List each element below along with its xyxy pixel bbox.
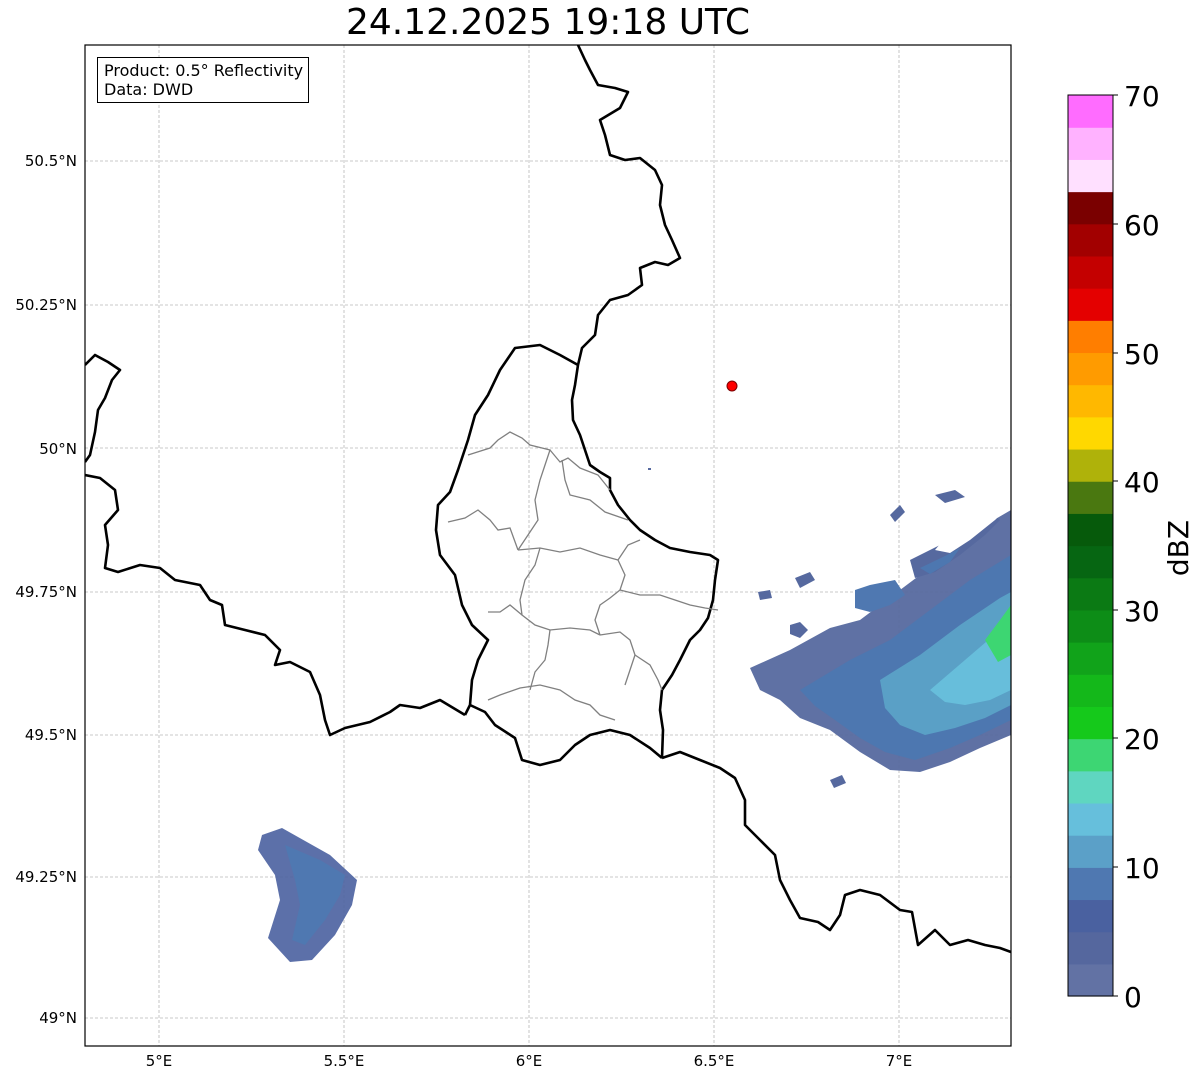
radar-site-marker[interactable] (726, 380, 738, 392)
colorbar-segment (1068, 448, 1113, 482)
lon-tick-label: 7°E (886, 1052, 913, 1070)
lat-tick-label: 49°N (39, 1009, 77, 1027)
colorbar-segment (1068, 384, 1113, 418)
colorbar-tick-label: 50 (1124, 338, 1160, 371)
colorbar-frame (1067, 94, 1114, 997)
colorbar-segment (1068, 513, 1113, 547)
product-label: Product: 0.5° Reflectivity (104, 61, 304, 80)
luxembourg-district-borders (447, 431, 719, 721)
lon-tick-label: 5.5°E (324, 1052, 365, 1070)
colorbar-segment (1068, 416, 1113, 450)
lon-tick-label: 6.5°E (694, 1052, 735, 1070)
lat-tick-label: 49.5°N (25, 726, 77, 744)
colorbar-segment (1068, 802, 1113, 836)
lon-tick-label: 5°E (146, 1052, 173, 1070)
lat-tick-label: 50.5°N (25, 152, 77, 170)
lon-tick-label: 6°E (516, 1052, 543, 1070)
map-area[interactable] (85, 45, 1011, 1046)
colorbar-tick-label: 0 (1124, 981, 1142, 1014)
colorbar-segment (1068, 706, 1113, 740)
colorbar-segment (1068, 320, 1113, 354)
colorbar-segment (1068, 899, 1113, 933)
radar-echo-east-band (750, 490, 1011, 788)
colorbar-segment (1068, 95, 1113, 128)
map-title: 24.12.2025 19:18 UTC (345, 2, 751, 43)
colorbar-segment (1068, 642, 1113, 675)
colorbar-tick-label: 30 (1124, 595, 1160, 628)
colorbar (1068, 95, 1113, 997)
colorbar-segment (1068, 288, 1113, 321)
colorbar-segment (1068, 127, 1113, 160)
lat-tick-label: 50°N (39, 440, 77, 458)
colorbar-segment (1068, 835, 1113, 868)
colorbar-segment (1068, 931, 1113, 965)
colorbar-segment (1068, 609, 1113, 643)
colorbar-segment (1068, 674, 1113, 707)
colorbar-segment (1068, 159, 1113, 193)
colorbar-segment (1068, 255, 1113, 289)
colorbar-segment (1068, 963, 1113, 997)
colorbar-segment (1068, 867, 1113, 901)
colorbar-segment (1068, 738, 1113, 772)
colorbar-tick-label: 10 (1124, 852, 1160, 885)
data-source-label: Data: DWD (104, 80, 194, 99)
colorbar-tick-label: 20 (1124, 723, 1160, 756)
colorbar-tick-label: 40 (1124, 466, 1160, 499)
radar-echo-southwest-cluster (258, 828, 357, 962)
gridlines (85, 45, 1011, 1046)
colorbar-label: dBZ (1162, 520, 1195, 576)
colorbar-tick-label: 70 (1124, 80, 1160, 113)
colorbar-segment (1068, 223, 1113, 257)
colorbar-segment (1068, 352, 1113, 386)
lat-tick-label: 49.25°N (15, 868, 77, 886)
colorbar-segment (1068, 577, 1113, 611)
map-frame (84, 44, 1012, 1047)
country-borders (85, 45, 1011, 954)
info-box: Product: 0.5° Reflectivity Data: DWD (97, 57, 310, 103)
lat-tick-label: 49.75°N (15, 583, 77, 601)
colorbar-segment (1068, 191, 1113, 225)
lat-tick-label: 50.25°N (15, 296, 77, 314)
colorbar-segment (1068, 545, 1113, 579)
colorbar-segment (1068, 481, 1113, 514)
colorbar-segment (1068, 770, 1113, 804)
colorbar-tick-label: 60 (1124, 209, 1160, 242)
